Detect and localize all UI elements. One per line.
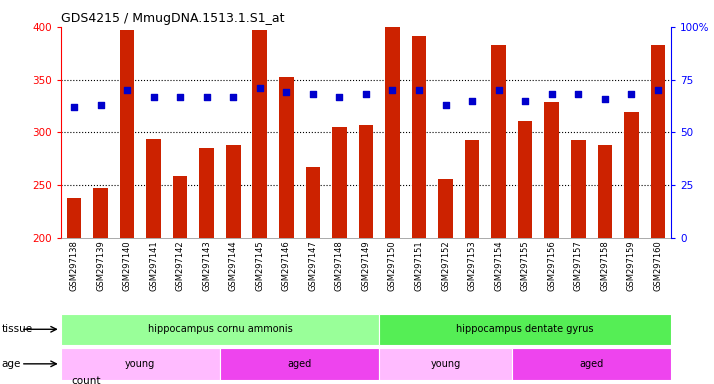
Bar xyxy=(220,348,379,379)
Bar xyxy=(544,102,559,238)
Point xyxy=(281,89,292,95)
Point xyxy=(360,91,371,98)
Text: GSM297159: GSM297159 xyxy=(627,240,636,291)
Bar xyxy=(571,140,585,238)
Bar xyxy=(412,36,426,238)
Text: GSM297148: GSM297148 xyxy=(335,240,344,291)
Bar xyxy=(94,189,108,238)
Bar xyxy=(61,348,220,379)
Point xyxy=(652,87,663,93)
Text: tissue: tissue xyxy=(1,324,33,334)
Point xyxy=(201,93,212,99)
Text: GSM297160: GSM297160 xyxy=(653,240,663,291)
Bar xyxy=(624,113,638,238)
Point xyxy=(387,87,398,93)
Bar xyxy=(465,140,479,238)
Point xyxy=(148,93,159,99)
Bar xyxy=(199,148,214,238)
Bar xyxy=(332,127,347,238)
Text: GSM297142: GSM297142 xyxy=(176,240,185,291)
Point xyxy=(413,87,425,93)
Point xyxy=(307,91,318,98)
Text: hippocampus dentate gyrus: hippocampus dentate gyrus xyxy=(456,324,594,334)
Bar xyxy=(146,139,161,238)
Text: GSM297154: GSM297154 xyxy=(494,240,503,291)
Bar xyxy=(279,76,293,238)
Bar xyxy=(438,179,453,238)
Text: GSM297139: GSM297139 xyxy=(96,240,105,291)
Text: GSM297144: GSM297144 xyxy=(228,240,238,291)
Bar xyxy=(512,348,671,379)
Text: young: young xyxy=(431,359,461,369)
Text: GSM297151: GSM297151 xyxy=(415,240,423,291)
Bar xyxy=(66,198,81,238)
Text: GSM297150: GSM297150 xyxy=(388,240,397,291)
Text: GSM297155: GSM297155 xyxy=(521,240,530,291)
Point xyxy=(466,98,478,104)
Bar xyxy=(518,121,533,238)
Text: GSM297149: GSM297149 xyxy=(361,240,371,291)
Bar xyxy=(306,167,320,238)
Point xyxy=(228,93,239,99)
Point xyxy=(440,102,451,108)
Text: aged: aged xyxy=(579,359,603,369)
Bar xyxy=(358,125,373,238)
Bar xyxy=(385,27,400,238)
Point xyxy=(121,87,133,93)
Text: age: age xyxy=(1,359,21,369)
Text: GSM297138: GSM297138 xyxy=(69,240,79,291)
Bar xyxy=(598,145,612,238)
Text: GSM297146: GSM297146 xyxy=(282,240,291,291)
Text: GSM297147: GSM297147 xyxy=(308,240,317,291)
Point xyxy=(520,98,531,104)
Text: GSM297145: GSM297145 xyxy=(256,240,264,291)
Point xyxy=(625,91,637,98)
Point xyxy=(599,96,610,102)
Bar xyxy=(253,30,267,238)
Bar xyxy=(491,45,506,238)
Text: GSM297152: GSM297152 xyxy=(441,240,450,291)
Text: aged: aged xyxy=(288,359,312,369)
Bar xyxy=(61,314,379,345)
Point xyxy=(493,87,504,93)
Bar xyxy=(650,45,665,238)
Bar xyxy=(226,145,241,238)
Point xyxy=(174,93,186,99)
Point xyxy=(69,104,80,110)
Text: young: young xyxy=(125,359,156,369)
Text: GSM297141: GSM297141 xyxy=(149,240,158,291)
Point xyxy=(254,85,266,91)
Bar xyxy=(379,314,671,345)
Text: count: count xyxy=(71,376,101,384)
Text: GSM297157: GSM297157 xyxy=(574,240,583,291)
Bar xyxy=(173,176,188,238)
Bar xyxy=(120,30,134,238)
Text: GSM297158: GSM297158 xyxy=(600,240,609,291)
Text: GSM297140: GSM297140 xyxy=(123,240,131,291)
Bar xyxy=(379,348,512,379)
Point xyxy=(95,102,106,108)
Text: GDS4215 / MmugDNA.1513.1.S1_at: GDS4215 / MmugDNA.1513.1.S1_at xyxy=(61,12,284,25)
Text: hippocampus cornu ammonis: hippocampus cornu ammonis xyxy=(148,324,292,334)
Text: GSM297156: GSM297156 xyxy=(547,240,556,291)
Text: GSM297153: GSM297153 xyxy=(468,240,476,291)
Point xyxy=(546,91,558,98)
Text: GSM297143: GSM297143 xyxy=(202,240,211,291)
Point xyxy=(573,91,584,98)
Point xyxy=(333,93,345,99)
